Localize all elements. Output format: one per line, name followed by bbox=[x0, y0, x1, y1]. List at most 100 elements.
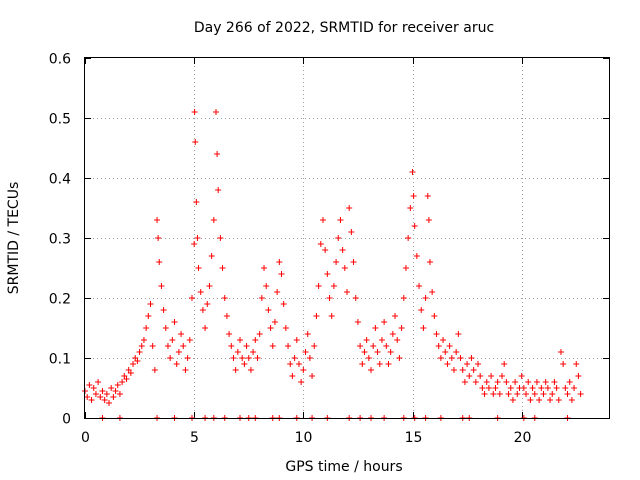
data-point bbox=[184, 355, 191, 361]
data-point bbox=[387, 349, 394, 355]
data-point bbox=[247, 367, 254, 373]
data-point bbox=[496, 391, 503, 397]
data-point bbox=[341, 265, 348, 271]
data-point bbox=[457, 355, 464, 361]
data-point bbox=[538, 385, 545, 391]
data-point bbox=[108, 385, 115, 391]
data-point bbox=[557, 349, 564, 355]
data-point bbox=[217, 235, 224, 241]
data-point bbox=[213, 109, 219, 115]
data-point bbox=[378, 337, 385, 343]
data-point bbox=[363, 337, 370, 343]
data-point bbox=[472, 379, 479, 385]
data-point bbox=[357, 343, 364, 349]
data-point bbox=[564, 391, 571, 397]
data-point bbox=[346, 205, 353, 211]
data-point bbox=[411, 223, 418, 229]
data-point bbox=[226, 331, 233, 337]
data-point bbox=[333, 259, 340, 265]
data-point bbox=[433, 331, 440, 337]
data-point bbox=[267, 325, 274, 331]
data-point bbox=[164, 343, 171, 349]
data-point bbox=[309, 373, 316, 379]
data-point bbox=[571, 385, 578, 391]
data-point bbox=[466, 373, 473, 379]
data-point bbox=[437, 355, 444, 361]
data-point bbox=[123, 376, 130, 382]
data-point bbox=[114, 382, 121, 388]
data-point bbox=[234, 349, 241, 355]
data-point bbox=[306, 355, 313, 361]
data-point bbox=[219, 265, 226, 271]
data-point bbox=[298, 379, 305, 385]
data-point bbox=[271, 319, 278, 325]
data-point bbox=[514, 391, 521, 397]
data-point bbox=[287, 361, 294, 367]
data-point bbox=[326, 295, 333, 301]
data-point bbox=[479, 385, 486, 391]
data-point bbox=[450, 367, 457, 373]
data-point bbox=[477, 373, 484, 379]
data-point bbox=[228, 343, 235, 349]
data-point bbox=[193, 199, 200, 205]
data-point bbox=[127, 370, 134, 376]
data-point bbox=[352, 295, 359, 301]
data-point bbox=[523, 391, 530, 397]
data-point bbox=[119, 379, 126, 385]
data-point bbox=[106, 400, 113, 406]
data-point bbox=[188, 295, 195, 301]
data-point bbox=[374, 349, 381, 355]
data-point bbox=[533, 379, 540, 385]
data-point bbox=[215, 187, 222, 193]
data-point bbox=[566, 379, 573, 385]
data-point bbox=[245, 355, 252, 361]
data-point bbox=[315, 283, 322, 289]
data-point bbox=[448, 355, 455, 361]
data-point bbox=[194, 235, 201, 241]
data-point bbox=[140, 337, 147, 343]
data-point bbox=[577, 391, 584, 397]
data-point bbox=[199, 307, 206, 313]
data-point bbox=[335, 235, 342, 241]
data-point bbox=[435, 343, 442, 349]
data-point bbox=[285, 343, 292, 349]
data-point bbox=[154, 217, 161, 223]
data-point bbox=[210, 217, 217, 223]
data-point bbox=[509, 397, 516, 403]
data-point bbox=[549, 391, 556, 397]
data-point bbox=[424, 193, 431, 199]
data-point bbox=[256, 331, 263, 337]
data-point bbox=[394, 337, 401, 343]
data-point bbox=[202, 325, 209, 331]
data-point bbox=[206, 283, 213, 289]
data-point bbox=[197, 289, 204, 295]
data-point bbox=[368, 367, 375, 373]
data-point bbox=[191, 109, 198, 115]
data-point bbox=[396, 355, 403, 361]
data-point bbox=[138, 343, 145, 349]
data-point bbox=[337, 217, 344, 223]
data-point bbox=[324, 271, 331, 277]
data-point bbox=[461, 379, 468, 385]
data-point bbox=[155, 235, 162, 241]
data-point bbox=[389, 331, 396, 337]
data-point bbox=[130, 361, 137, 367]
data-point bbox=[204, 301, 211, 307]
data-point bbox=[425, 217, 432, 223]
data-point bbox=[156, 259, 163, 265]
data-point bbox=[560, 361, 567, 367]
data-point bbox=[90, 385, 97, 391]
data-point bbox=[239, 355, 246, 361]
data-point bbox=[158, 283, 165, 289]
data-point bbox=[485, 385, 492, 391]
data-point bbox=[494, 379, 501, 385]
data-point bbox=[160, 307, 167, 313]
data-point bbox=[92, 391, 99, 397]
data-point bbox=[178, 331, 185, 337]
data-point bbox=[507, 385, 514, 391]
data-point bbox=[339, 247, 346, 253]
data-point bbox=[208, 253, 215, 259]
data-point bbox=[243, 343, 250, 349]
